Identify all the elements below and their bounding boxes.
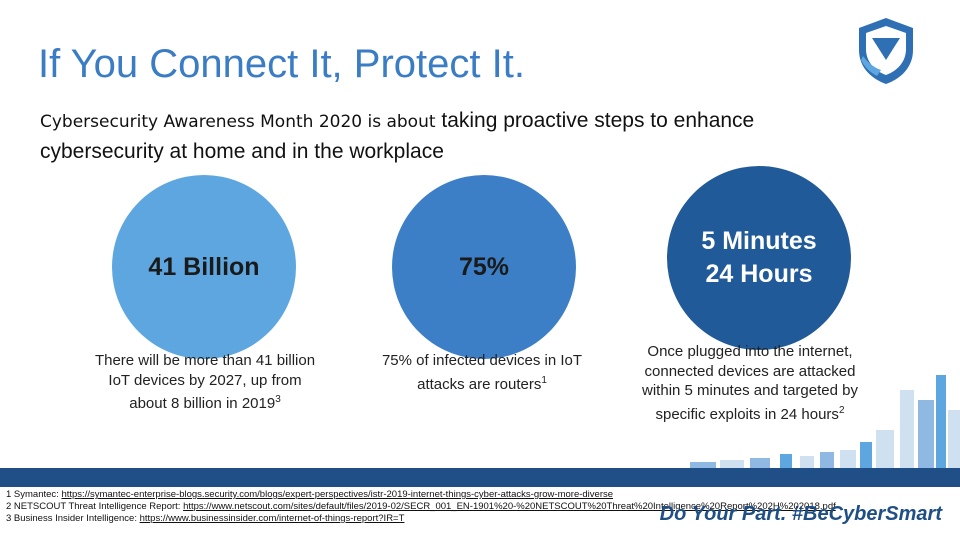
stat-description-routers: 75% of infected devices in IoT attacks a… xyxy=(367,351,597,394)
reference-link[interactable]: https://www.businessinsider.com/internet… xyxy=(139,513,405,524)
stat-description-text: There will be more than 41 billion IoT d… xyxy=(94,352,316,412)
subtitle-rest: taking proactive steps to enhance cybers… xyxy=(40,109,755,163)
footnote-marker: 2 xyxy=(838,404,845,416)
stat-value-minutes: 5 Minutes xyxy=(701,227,817,255)
stat-value-devices: 41 Billion xyxy=(148,252,260,281)
stat-description-text: 75% of infected devices in IoT attacks a… xyxy=(381,352,583,393)
stat-circle-time: 5 Minutes 24 Hours xyxy=(667,166,851,350)
stat-value-hours: 24 Hours xyxy=(705,260,813,288)
shield-logo-icon xyxy=(859,18,913,84)
stat-description-time: Once plugged into the internet, connecte… xyxy=(626,342,874,424)
reference-label: 2 NETSCOUT Threat Intelligence Report: xyxy=(6,501,184,512)
footer-band xyxy=(0,468,960,487)
reference-item: 3 Business Insider Intelligence: https:/… xyxy=(6,513,836,525)
city-skyline-illustration xyxy=(690,375,960,470)
subtitle-lead: Cybersecurity Awareness Month 2020 is ab… xyxy=(40,112,436,132)
subtitle: Cybersecurity Awareness Month 2020 is ab… xyxy=(40,106,800,167)
stat-description-text: Once plugged into the internet, connecte… xyxy=(642,343,858,423)
stat-value-routers: 75% xyxy=(458,252,510,281)
campaign-tagline: Do Your Part. #BeCyberSmart xyxy=(659,503,942,525)
footnote-marker: 1 xyxy=(541,374,547,386)
reference-item: 1 Symantec: https://symantec-enterprise-… xyxy=(6,489,836,501)
stat-circle-routers: 75% xyxy=(392,175,576,359)
reference-link[interactable]: https://symantec-enterprise-blogs.securi… xyxy=(61,489,614,500)
page-title: If You Connect It, Protect It. xyxy=(38,42,525,86)
references: 1 Symantec: https://symantec-enterprise-… xyxy=(6,489,836,525)
reference-item: 2 NETSCOUT Threat Intelligence Report: h… xyxy=(6,501,836,513)
reference-label: 3 Business Insider Intelligence: xyxy=(6,513,140,524)
reference-link[interactable]: https://www.netscout.com/sites/default/f… xyxy=(183,501,836,512)
stat-circle-devices: 41 Billion xyxy=(112,175,296,359)
footnote-marker: 3 xyxy=(275,394,281,405)
reference-label: 1 Symantec: xyxy=(6,489,62,500)
stat-description-devices: There will be more than 41 billion IoT d… xyxy=(90,351,320,414)
